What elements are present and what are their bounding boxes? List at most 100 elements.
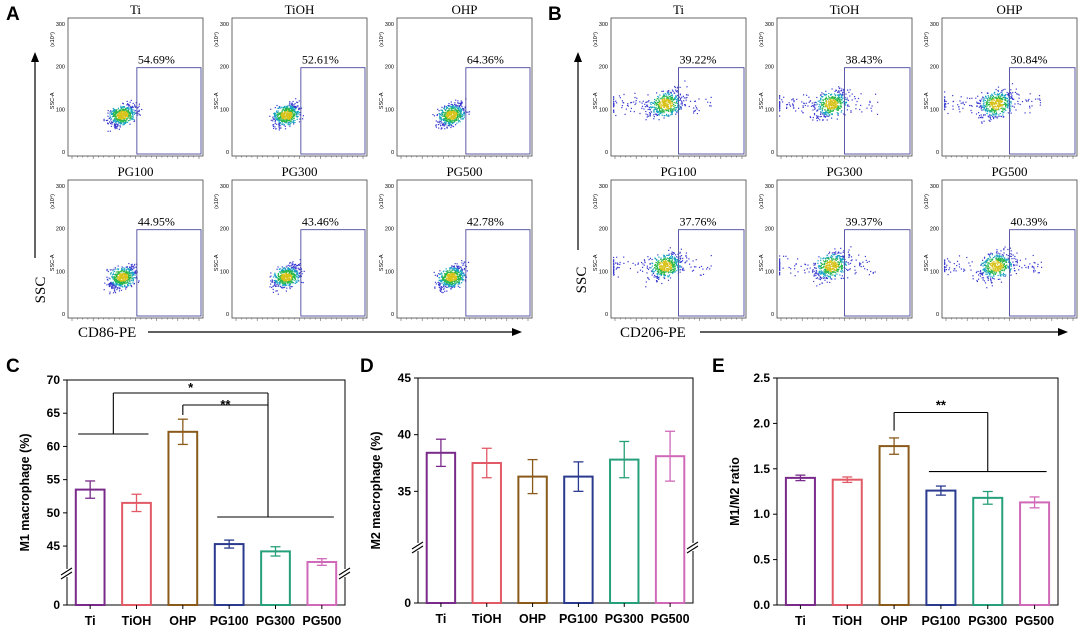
- y-axis-small-label: SSC-A: [759, 92, 765, 109]
- event-dot: [807, 105, 809, 107]
- event-dot: [663, 103, 665, 105]
- event-dot: [448, 106, 450, 108]
- event-dot: [284, 274, 286, 276]
- event-dot: [454, 108, 457, 111]
- event-dot: [440, 272, 442, 274]
- event-dot: [804, 104, 806, 107]
- event-dot: [445, 118, 447, 120]
- event-dot: [282, 113, 284, 115]
- event-dot: [454, 103, 456, 106]
- event-dot: [841, 94, 843, 96]
- event-dot: [276, 123, 278, 125]
- event-dot: [127, 108, 129, 110]
- event-dot: [995, 106, 998, 108]
- y-unit-label: (x10⁴): [923, 32, 930, 47]
- event-dot: [289, 261, 291, 264]
- event-dot: [823, 112, 825, 114]
- event-dot: [464, 265, 466, 267]
- event-dot: [831, 97, 833, 99]
- event-dot: [449, 113, 451, 115]
- event-dot: [831, 102, 833, 104]
- event-dot: [821, 109, 823, 111]
- event-dot: [658, 119, 660, 121]
- event-dot: [1000, 101, 1002, 103]
- event-dot: [454, 267, 456, 269]
- event-dot: [1012, 98, 1014, 100]
- event-dot: [282, 118, 284, 120]
- event-dot: [301, 270, 303, 273]
- event-dot: [110, 285, 112, 287]
- event-dot: [823, 115, 825, 117]
- y-tick-label: 0: [226, 312, 229, 318]
- event-dot: [123, 281, 126, 283]
- event-dot: [452, 116, 454, 118]
- event-dot: [442, 279, 444, 281]
- event-dot: [625, 108, 627, 110]
- event-dot: [119, 281, 121, 283]
- event-dot: [299, 264, 301, 266]
- event-dot: [286, 279, 288, 281]
- event-dot: [441, 115, 443, 117]
- event-dot: [289, 102, 291, 104]
- event-dot: [270, 272, 272, 274]
- event-dot: [670, 103, 672, 105]
- event-dot: [673, 107, 675, 109]
- event-dot: [455, 269, 457, 271]
- event-dot: [1005, 104, 1007, 106]
- event-dot: [457, 267, 459, 269]
- y-tick-label: 100: [56, 107, 65, 113]
- event-dot: [671, 112, 673, 114]
- event-dot: [114, 118, 116, 120]
- event-dot: [293, 268, 295, 271]
- event-dot: [282, 106, 284, 108]
- event-dot: [129, 278, 131, 280]
- event-dot: [670, 111, 672, 113]
- event-dot: [292, 266, 294, 268]
- event-dot: [661, 90, 663, 92]
- event-dot: [130, 279, 132, 282]
- event-dot: [660, 104, 662, 106]
- event-dot: [983, 102, 985, 104]
- event-dot: [127, 114, 129, 116]
- event-dot: [459, 111, 461, 113]
- event-dot: [969, 104, 971, 107]
- event-dot: [111, 282, 114, 284]
- event-dot: [825, 90, 827, 92]
- event-dot: [1004, 97, 1006, 99]
- event-dot: [444, 114, 446, 116]
- event-dot: [125, 280, 127, 282]
- event-dot: [439, 289, 441, 291]
- event-dot: [273, 116, 275, 118]
- event-dot: [121, 277, 123, 279]
- event-dot: [444, 273, 446, 275]
- event-dot: [681, 101, 683, 103]
- event-dot: [846, 97, 848, 99]
- event-dot: [666, 110, 669, 112]
- event-dot: [460, 271, 462, 273]
- event-dot: [457, 269, 459, 271]
- event-dot: [838, 105, 840, 107]
- event-dot: [834, 104, 836, 107]
- event-dot: [111, 110, 113, 113]
- event-dot: [113, 284, 115, 286]
- event-dot: [822, 105, 824, 107]
- event-dot: [281, 270, 283, 272]
- event-dot: [280, 111, 283, 113]
- event-dot: [458, 272, 460, 274]
- event-dot: [128, 277, 131, 279]
- event-dot: [291, 266, 293, 269]
- event-dot: [1005, 99, 1007, 102]
- event-dot: [669, 96, 671, 98]
- event-dot: [461, 105, 463, 107]
- event-dot: [125, 274, 127, 276]
- event-dot: [282, 269, 284, 271]
- event-dot: [443, 287, 445, 289]
- event-dot: [460, 100, 462, 102]
- plot-frame: [67, 17, 204, 157]
- event-dot: [115, 124, 117, 126]
- event-dot: [128, 104, 130, 106]
- event-dot: [127, 120, 130, 122]
- event-dot: [448, 284, 450, 286]
- event-dot: [457, 281, 459, 283]
- event-dot: [109, 116, 112, 118]
